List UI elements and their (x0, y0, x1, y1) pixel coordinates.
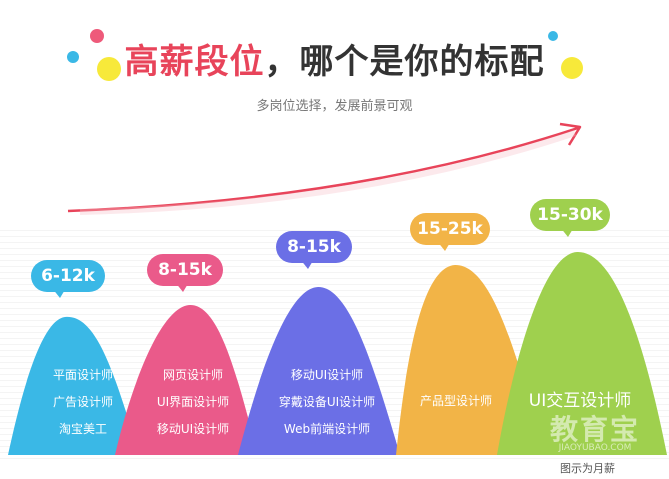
page-subtitle: 多岗位选择，发展前景可观 (256, 99, 413, 114)
decor-dot-blue-right (548, 31, 558, 41)
title-highlight: 高薪段位 (124, 42, 265, 82)
role-item: 平面设计师 (52, 368, 113, 382)
watermark-url: JIAOYUBAO.COM (558, 443, 632, 453)
role-item: 广告设计师 (52, 395, 113, 409)
salary-badge-2: 8-15k (147, 254, 223, 286)
watermark-logo: 教育宝 (549, 413, 640, 446)
growth-arrow-line (67, 126, 579, 213)
role-list-1: 平面设计师 广告设计师 淘宝美工 (38, 362, 128, 443)
decor-dot-yellow-right (561, 57, 583, 79)
role-item: 网页设计师 (162, 368, 223, 382)
title-rest: ，哪个是你的标配 (264, 42, 545, 82)
salary-badge-4: 15-25k (410, 213, 490, 245)
salary-badge-3: 8-15k (276, 231, 352, 263)
mountain-pink (115, 304, 258, 455)
mountain-indigo (238, 286, 400, 455)
salary-badge-5: 15-30k (530, 199, 610, 231)
role-item: 穿戴设备UI设计师 (278, 395, 376, 409)
role-item: 移动UI设计师 (156, 422, 230, 436)
decor-dot-yellow (97, 57, 121, 81)
footnote: 图示为月薪 (560, 462, 615, 475)
role-item: UI交互设计师 (528, 391, 632, 411)
arrow-glow (79, 130, 576, 215)
role-item: 产品型设计师 (419, 394, 492, 408)
role-list-4: 产品型设计师 (406, 388, 506, 415)
role-list-5: UI交互设计师 (525, 388, 635, 415)
growth-arrow-head (559, 122, 582, 146)
page-title: 高薪段位，哪个是你的标配 (0, 34, 669, 83)
mountain-blue (8, 316, 140, 455)
role-item: 淘宝美工 (58, 422, 107, 436)
role-item: Web前端设计师 (283, 422, 371, 436)
decor-dot-blue (67, 51, 79, 63)
role-list-2: 网页设计师 UI界面设计师 移动UI设计师 (143, 362, 243, 443)
role-item: UI界面设计师 (156, 395, 230, 409)
mountain-green (497, 251, 667, 455)
role-item: 移动UI设计师 (290, 368, 364, 382)
salary-badge-1: 6-12k (31, 260, 105, 292)
decor-dot-pink (90, 29, 104, 43)
role-list-3: 移动UI设计师 穿戴设备UI设计师 Web前端设计师 (262, 362, 392, 443)
